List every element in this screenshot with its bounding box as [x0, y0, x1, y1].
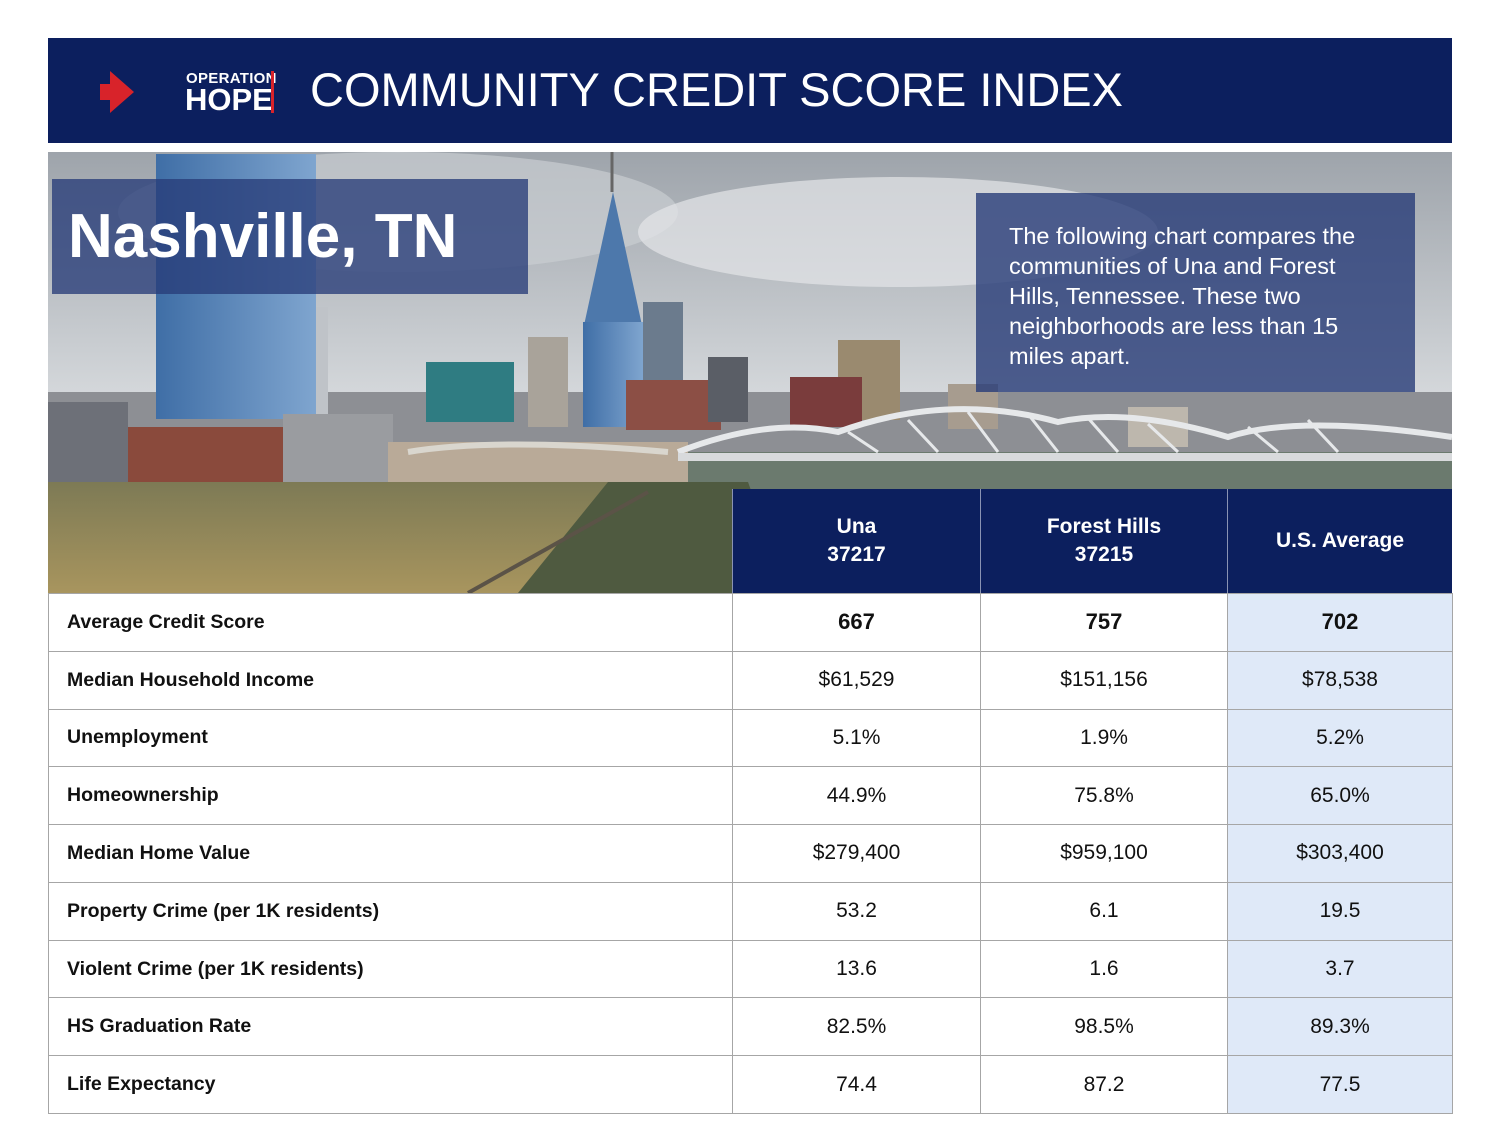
- skyline-shape: [128, 427, 283, 487]
- page-title: COMMUNITY CREDIT SCORE INDEX: [310, 63, 1123, 116]
- table-cell: 74.4: [732, 1055, 981, 1114]
- skyline-shape: [316, 307, 328, 417]
- table-cell: 6.1: [980, 881, 1228, 941]
- table-cell: 5.1%: [732, 708, 981, 768]
- table-cell: 702: [1227, 593, 1453, 652]
- logo-text: HOPE: [185, 82, 273, 117]
- table-cell: 3.7: [1227, 939, 1453, 999]
- table-cell: $61,529: [732, 650, 981, 710]
- table-cell: 89.3%: [1227, 997, 1453, 1057]
- row-label: Median Home Value: [48, 824, 733, 883]
- table-cell: $279,400: [732, 824, 981, 883]
- city-title: Nashville, TN: [68, 202, 458, 271]
- row-label: Property Crime (per 1K residents): [48, 881, 733, 941]
- table-cell: 65.0%: [1227, 766, 1453, 826]
- table-cell: 98.5%: [980, 997, 1228, 1057]
- row-label: Average Credit Score: [48, 593, 733, 652]
- row-label: HS Graduation Rate: [48, 997, 733, 1057]
- skyline-shape: [518, 482, 788, 593]
- header-bar: OPERATION HOPE COMMUNITY CREDIT SCORE IN…: [48, 38, 1452, 143]
- skyline-shape: [708, 357, 748, 422]
- row-label: Life Expectancy: [48, 1055, 733, 1114]
- table-cell: $303,400: [1227, 824, 1453, 883]
- table-cell: 53.2: [732, 881, 981, 941]
- skyline-shape: [528, 337, 568, 427]
- table-cell: 1.9%: [980, 708, 1228, 768]
- skyline-shape: [407, 441, 669, 455]
- table-cell: 82.5%: [732, 997, 981, 1057]
- table-cell: $151,156: [980, 650, 1228, 710]
- table-cell: $78,538: [1227, 650, 1453, 710]
- row-label: Homeownership: [48, 766, 733, 826]
- divider: [271, 71, 274, 113]
- table-cell: 19.5: [1227, 881, 1453, 941]
- skyline-shape: [626, 380, 721, 430]
- skyline-shape: [676, 406, 1452, 455]
- city-panel: Nashville, TN: [52, 179, 528, 294]
- skyline-shape: [467, 490, 649, 593]
- skyline-shape: [426, 362, 514, 422]
- skyline-shape: [48, 402, 128, 487]
- table-cell: 87.2: [980, 1055, 1228, 1114]
- skyline-shape: [847, 411, 1340, 454]
- skyline-shape: [583, 192, 643, 330]
- table-cell: 13.6: [732, 939, 981, 999]
- row-label: Unemployment: [48, 708, 733, 768]
- row-label: Violent Crime (per 1K residents): [48, 939, 733, 999]
- table-cell: 667: [732, 593, 981, 652]
- description: The following chart compares the communi…: [1009, 223, 1356, 369]
- table-cell: 1.6: [980, 939, 1228, 999]
- table-cell: 75.8%: [980, 766, 1228, 826]
- skyline-shape: [790, 377, 862, 427]
- logo-arrow: [100, 71, 134, 113]
- table-cell: $959,100: [980, 824, 1228, 883]
- table-cell: 77.5: [1227, 1055, 1453, 1114]
- arrow-shape: [100, 71, 134, 113]
- table-cell: 757: [980, 593, 1228, 652]
- row-label: Median Household Income: [48, 650, 733, 710]
- table-cell: 44.9%: [732, 766, 981, 826]
- logo-text: OPERATION: [186, 70, 277, 87]
- skyline-shape: [283, 414, 393, 484]
- table-cell: 5.2%: [1227, 708, 1453, 768]
- description-panel: The following chart compares the communi…: [976, 193, 1415, 392]
